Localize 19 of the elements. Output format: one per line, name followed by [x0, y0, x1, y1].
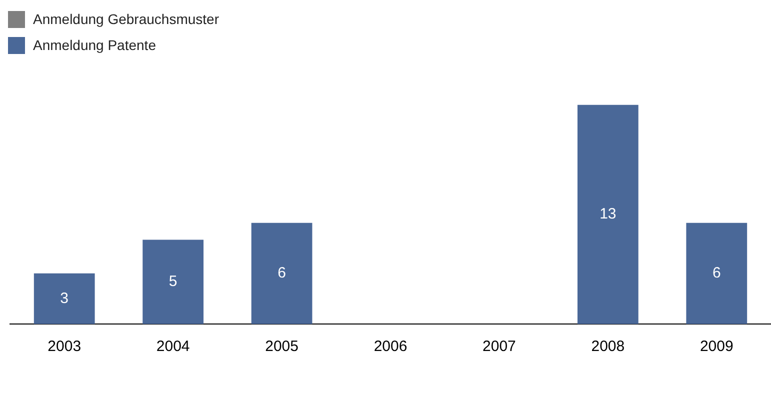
bar [686, 222, 748, 324]
legend-label: Anmeldung Patente [33, 37, 156, 53]
x-tick-label: 2008 [591, 338, 625, 356]
data-label: 6 [278, 264, 286, 282]
data-label: 3 [60, 290, 69, 307]
data-label: 6 [712, 264, 721, 282]
bar [251, 222, 312, 324]
data-label: 5 [168, 273, 178, 290]
bar [142, 240, 204, 324]
x-tick-label: 2005 [265, 338, 298, 356]
x-tick-label: 2009 [700, 338, 734, 356]
x-tick-label: 2003 [48, 338, 82, 356]
bar [577, 104, 638, 324]
data-label: 13 [600, 206, 616, 223]
bar [34, 273, 95, 324]
x-tick-label: 2007 [482, 338, 516, 356]
legend-label: Anmeldung Gebrauchsmuster [33, 11, 219, 27]
x-tick-label: 2004 [156, 338, 190, 356]
x-tick-label: 2006 [374, 338, 408, 356]
